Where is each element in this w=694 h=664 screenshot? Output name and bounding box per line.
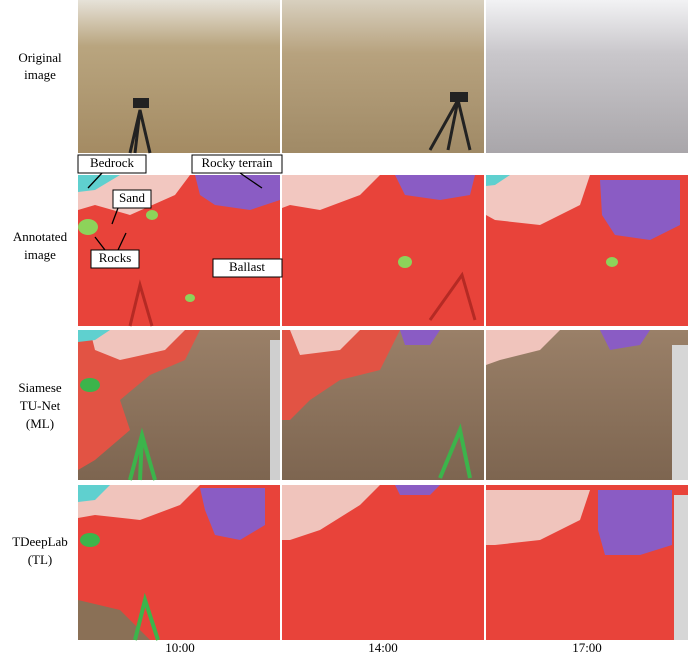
annotation-label: Sand [119,190,146,205]
image-17 [486,0,688,153]
annotation-label: Rocky terrain [201,155,273,170]
original-images [78,0,688,153]
figure: Bedrock Rocky terrain Sand Rocks Ballast… [0,0,694,659]
annotation-label: Rocks [99,250,132,265]
row-label: (ML) [26,416,54,431]
annotation-label: Bedrock [90,155,135,170]
image-14 [282,0,484,153]
column-label: 14:00 [368,640,398,655]
row-label: Original [18,50,62,65]
column-label: 10:00 [165,640,195,655]
row-label: image [24,67,56,82]
annotation-label: Ballast [229,259,265,274]
annotated-images [78,175,688,326]
tdeeplab-images [78,485,688,640]
column-label: 17:00 [572,640,602,655]
image-10 [78,0,280,153]
row-label: image [24,247,56,262]
row-label: Annotated [13,229,68,244]
siamese-images [78,330,688,480]
row-label: TDeepLab [12,534,68,549]
row-label: TU-Net [20,398,61,413]
row-label: (TL) [28,552,53,567]
row-label: Siamese [18,380,62,395]
